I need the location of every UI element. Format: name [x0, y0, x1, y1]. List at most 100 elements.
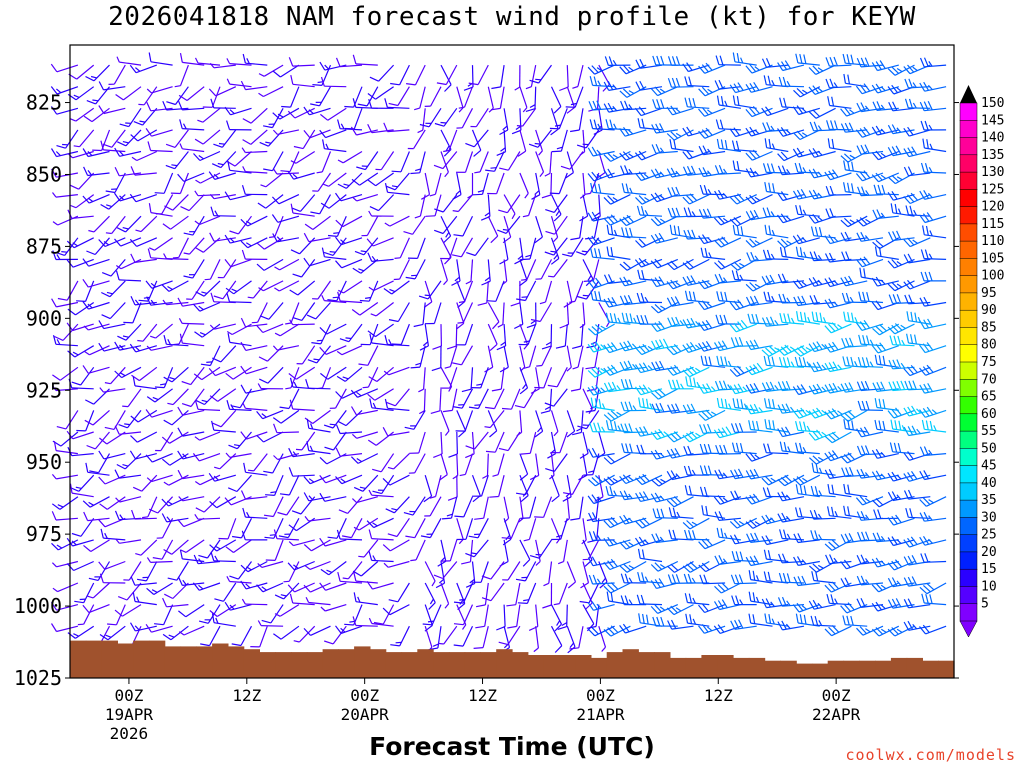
colorbar-label: 70: [981, 372, 997, 387]
wind-barb: [101, 280, 126, 298]
wind-barb: [116, 215, 142, 233]
wind-barb: [810, 615, 836, 627]
surface-bar: [180, 646, 197, 678]
wind-barb: [178, 318, 205, 325]
wind-barb: [51, 474, 79, 480]
wind-barb: [352, 561, 379, 577]
wind-barb: [242, 129, 268, 145]
wind-barb: [619, 64, 647, 75]
wind-barb: [590, 397, 615, 411]
colorbar-label: 95: [981, 286, 997, 301]
wind-barb: [487, 86, 494, 113]
surface-bar: [354, 646, 371, 678]
wind-barb: [779, 441, 805, 455]
wind-barb: [461, 539, 474, 565]
wind-barb: [312, 172, 331, 192]
colorbar-swatch: [959, 171, 978, 190]
wind-barb: [714, 189, 742, 200]
wind-barb: [50, 148, 79, 158]
wind-barb: [535, 129, 543, 156]
wind-barb: [732, 160, 757, 174]
wind-barb: [99, 496, 126, 510]
wind-barb: [242, 402, 268, 411]
wind-barb: [290, 150, 316, 164]
wind-barb: [186, 280, 205, 300]
wind-barb: [874, 419, 899, 433]
wind-barb: [919, 57, 947, 68]
wind-barb: [455, 323, 474, 346]
wind-barb: [166, 86, 189, 106]
wind-barb: [745, 403, 773, 415]
wind-barb: [517, 582, 537, 604]
wind-barb: [603, 582, 631, 594]
wind-barb: [271, 194, 300, 205]
wind-barb: [89, 453, 111, 474]
wind-barb: [69, 474, 95, 492]
wind-barb: [489, 475, 505, 498]
wind-barb: [516, 280, 537, 302]
wind-barb: [231, 625, 253, 647]
wind-barb: [209, 496, 237, 509]
wind-barb: [519, 367, 529, 395]
wind-barb: [67, 446, 94, 457]
wind-barb: [761, 106, 789, 117]
wind-barb: [794, 356, 820, 368]
wind-barb: [383, 122, 410, 133]
wind-barb: [588, 86, 600, 112]
wind-barb: [730, 574, 757, 585]
wind-barb: [98, 320, 126, 330]
wind-barb: [146, 101, 173, 112]
wind-barb: [810, 530, 836, 541]
wind-barb: [889, 335, 915, 347]
wind-barb: [858, 291, 884, 304]
wind-barb: [335, 625, 363, 634]
wind-barb: [793, 533, 820, 544]
wind-barb: [465, 129, 489, 148]
wind-barb: [292, 302, 316, 321]
wind-barb: [872, 323, 900, 336]
wind-barb: [67, 209, 94, 219]
wind-barb: [651, 533, 678, 544]
wind-barb: [572, 410, 584, 436]
colorbar-label: 130: [981, 165, 1004, 180]
wind-barb: [211, 420, 236, 433]
wind-barb: [491, 65, 505, 90]
wind-barb: [413, 302, 426, 328]
wind-barb: [620, 573, 647, 584]
wind-barb: [598, 626, 607, 652]
x-tick-date: 22APR: [812, 705, 861, 724]
colorbar-label: 50: [981, 441, 997, 456]
wind-barb: [52, 192, 78, 198]
wind-barb: [713, 495, 742, 505]
wind-barb: [56, 410, 79, 430]
wind-barb: [367, 123, 394, 134]
wind-barb: [824, 469, 852, 479]
wind-barb: [499, 237, 509, 265]
wind-barb: [499, 151, 521, 171]
wind-barb: [887, 491, 915, 502]
wind-barb: [114, 147, 142, 157]
wind-barb: [272, 233, 300, 243]
wind-barb: [651, 143, 678, 154]
wind-barb: [83, 539, 110, 553]
wind-barb: [152, 539, 174, 560]
wind-barb: [840, 122, 868, 133]
wind-barb: [713, 624, 742, 634]
wind-barb: [180, 539, 205, 553]
wind-barb: [77, 604, 95, 626]
wind-barb: [515, 561, 537, 582]
x-tick-time: 12Z: [468, 686, 497, 705]
colorbar-swatch: [959, 379, 978, 398]
wind-barb: [530, 302, 553, 323]
wind-barb: [603, 296, 631, 308]
wind-barb: [465, 431, 489, 450]
wind-barb: [501, 626, 511, 654]
colorbar-swatch: [959, 499, 978, 518]
wind-barb: [871, 625, 900, 637]
wind-barb: [715, 444, 741, 455]
wind-barb: [277, 496, 300, 516]
wind-barb: [698, 300, 726, 311]
wind-barb: [667, 619, 694, 630]
wind-barb: [279, 388, 300, 410]
